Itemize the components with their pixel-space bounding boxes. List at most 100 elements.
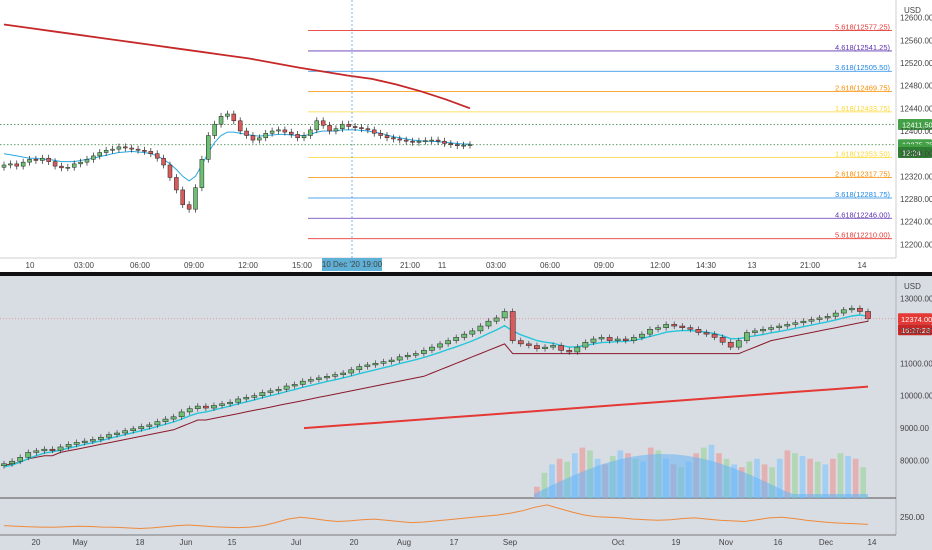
bottom-candle-body: [752, 330, 758, 333]
top-candle-body: [46, 157, 51, 162]
volume-bar: [556, 458, 563, 498]
bottom-candle-body: [727, 341, 734, 348]
bottom-y-tick-3: 10000.00: [900, 392, 932, 401]
fib-label-1: 4.618(12541.25): [835, 43, 891, 52]
top-candle-body: [154, 153, 160, 159]
top-candle-body: [231, 113, 237, 122]
top-y-tick-9: 12240.00: [900, 218, 932, 227]
top-candle-body: [110, 148, 115, 151]
top-candle-body: [91, 155, 96, 160]
top-candle-body: [346, 123, 351, 127]
bottom-candle-body: [606, 337, 613, 341]
top-candle-body: [282, 129, 288, 133]
bottom-x-tick-6: 20: [350, 538, 359, 547]
top-candle-body: [116, 146, 122, 150]
bottom-candle-body: [832, 312, 839, 317]
bottom-price-badge-label-1: 15:27:23: [901, 326, 930, 335]
bottom-candle-body: [73, 442, 80, 445]
fib-label-3: 2.618(12469.75): [835, 83, 891, 92]
fib-label-5: 1.618(12353.50): [835, 149, 891, 158]
bottom-candle-body: [453, 337, 460, 341]
volume-bar: [822, 464, 829, 498]
volume-bar: [814, 461, 821, 498]
top-candle-body: [123, 146, 128, 149]
bottom-candle-body: [89, 439, 96, 442]
fib-label-8: 4.618(12246.00): [835, 210, 891, 219]
fib-label-6: 2.618(12317.75): [835, 170, 891, 179]
bottom-candle-body: [114, 432, 120, 435]
top-candle-body: [250, 135, 256, 141]
bottom-candle-body: [776, 325, 783, 328]
bottom-x-tick-0: 20: [32, 538, 41, 547]
bottom-x-tick-15: 14: [868, 538, 877, 547]
bottom-candle-body: [630, 337, 637, 341]
bottom-x-tick-9: Sep: [503, 538, 518, 547]
top-x-tick-11: 09:00: [594, 261, 615, 270]
bottom-candle-body: [429, 346, 435, 351]
top-x-tick-7: 21:00: [400, 261, 421, 270]
top-candle-body: [403, 139, 409, 142]
bottom-candle-body: [840, 309, 847, 314]
top-candle-body: [129, 147, 134, 150]
top-y-tick-4: 12440.00: [900, 104, 932, 113]
bottom-candle-body: [57, 446, 64, 451]
top-candle-body: [301, 135, 307, 139]
top-y-tick-1: 12560.00: [900, 36, 932, 45]
top-candle-body: [237, 120, 243, 132]
top-candle-body: [161, 157, 166, 166]
bottom-candle-body: [138, 426, 145, 430]
bottom-candle-body: [622, 338, 629, 341]
top-price-badge-label-3: 12:24: [902, 149, 921, 158]
top-candle-body: [423, 140, 428, 142]
bottom-candle-body: [566, 350, 573, 353]
top-currency-label: USD: [904, 6, 921, 15]
bottom-candle-body: [493, 317, 500, 322]
top-candle-body: [27, 159, 32, 163]
top-candle-body: [378, 133, 383, 136]
top-price-badge-label-0: 12411.50: [902, 120, 932, 129]
bottom-candle-body: [485, 320, 492, 327]
bottom-candle-body: [800, 320, 807, 324]
bottom-y-tick-2: 11000.00: [900, 359, 932, 368]
top-candle-body: [467, 144, 473, 146]
bottom-candle-body: [106, 434, 112, 438]
bottom-y-tick-6: 250.00: [900, 513, 925, 522]
top-candle-body: [384, 135, 390, 139]
top-x-tick-9: 03:00: [486, 261, 507, 270]
bottom-candle-body: [211, 405, 217, 409]
fib-label-4: 1.618(12433.75): [835, 104, 891, 113]
top-y-tick-8: 12280.00: [900, 195, 932, 204]
top-y-tick-5: 12400.00: [900, 127, 932, 136]
bottom-y-tick-0: 13000.00: [900, 294, 932, 303]
bottom-candle-body: [509, 311, 516, 341]
bottom-candle-body: [639, 333, 645, 338]
bottom-panel-background: [0, 276, 932, 550]
top-candle-body: [84, 159, 90, 163]
top-candle-body: [391, 137, 396, 140]
bottom-candle-body: [251, 395, 258, 398]
top-candle-body: [365, 128, 371, 131]
volume-bar: [769, 467, 776, 498]
top-x-tick-1: 03:00: [74, 261, 95, 270]
top-candle-body: [435, 139, 441, 142]
top-candle-body: [78, 161, 83, 165]
bottom-candle-body: [243, 397, 250, 400]
bottom-candle-body: [687, 327, 694, 330]
top-candle-body: [180, 189, 185, 205]
top-x-tick-12: 12:00: [650, 261, 671, 270]
top-candle-body: [371, 129, 377, 134]
bottom-candle-body: [267, 390, 274, 393]
bottom-candle-body: [792, 322, 799, 325]
top-candle-body: [65, 167, 71, 169]
bottom-candle-body: [291, 384, 298, 387]
top-long-ma-line: [3, 23, 471, 110]
volume-bar: [549, 464, 555, 498]
top-x-tick-16: 14: [858, 261, 867, 270]
volume-bar: [807, 458, 813, 498]
bottom-candle-body: [275, 388, 282, 392]
top-candle-body: [289, 131, 294, 135]
bottom-candle-body: [25, 452, 32, 458]
bottom-candle-body: [299, 380, 306, 385]
bottom-y-tick-4: 9000.00: [900, 424, 929, 433]
volume-bar: [852, 458, 859, 498]
